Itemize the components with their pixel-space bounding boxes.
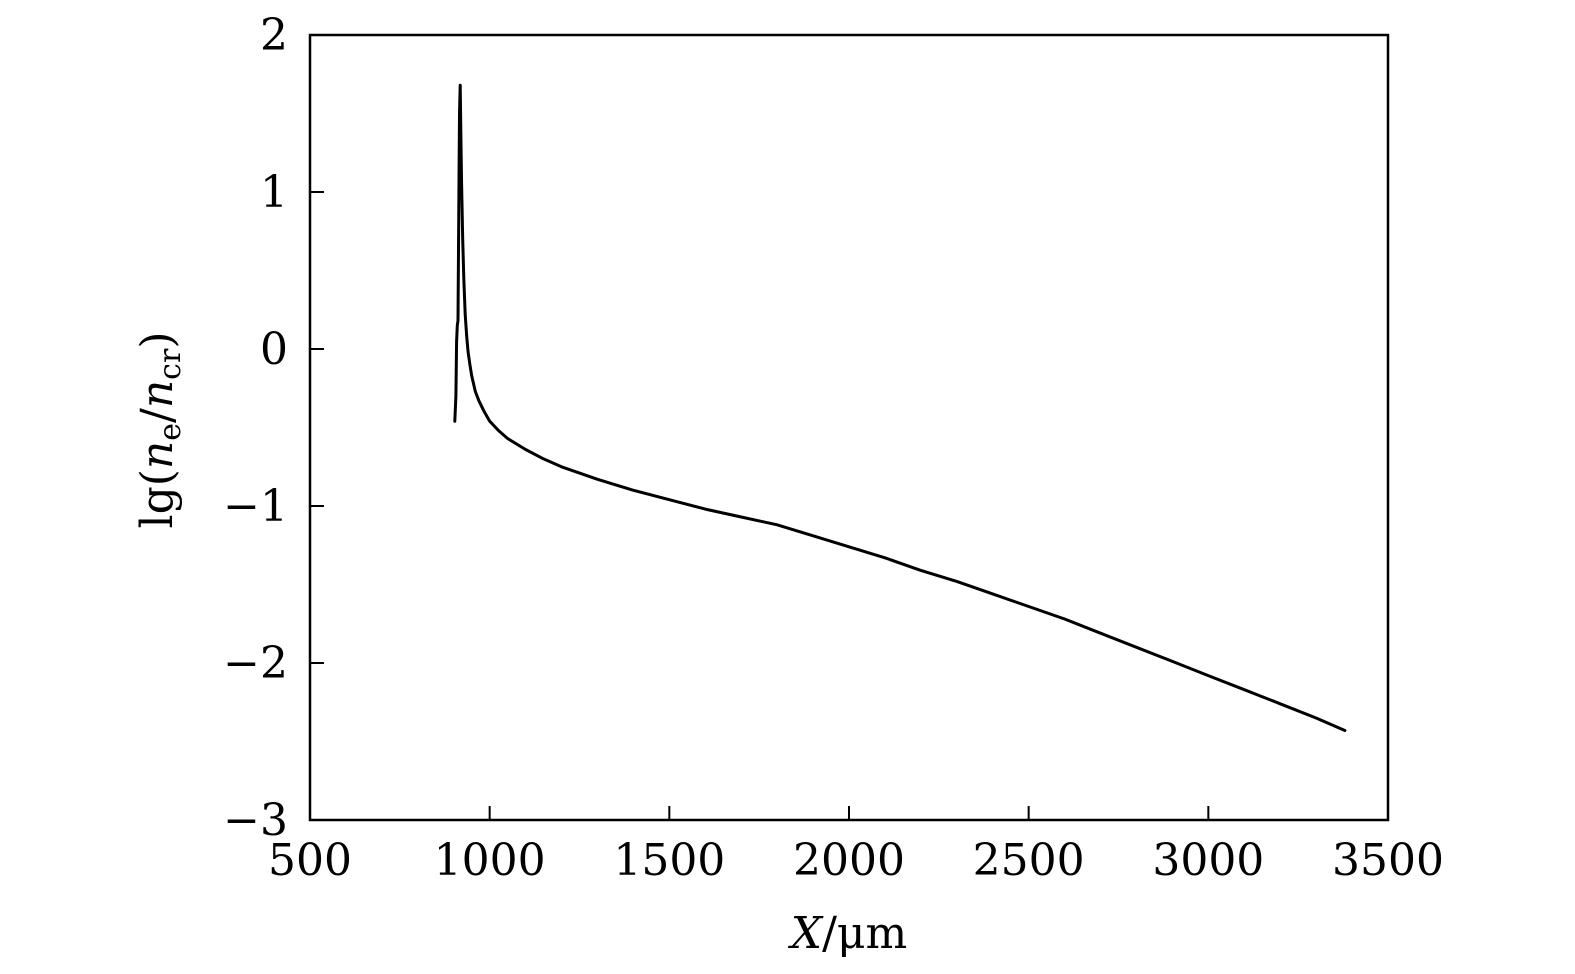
- x-axis-title: X/μm: [788, 908, 907, 959]
- series-line: [453, 83, 1347, 732]
- y-tick-label: 1: [260, 167, 288, 218]
- x-tick-label: 1000: [434, 835, 546, 886]
- y-tick-label: 2: [260, 10, 288, 61]
- x-axis: 500 1000 1500 2000 2500 3000 3500: [268, 806, 1444, 886]
- x-tick-label: 1500: [613, 835, 725, 886]
- y-tick-label: −3: [223, 795, 288, 846]
- y-tick-label: 0: [260, 324, 288, 375]
- x-tick-label: 500: [268, 835, 352, 886]
- plot-frame: [308, 33, 1390, 822]
- x-tick-label: 2500: [973, 835, 1085, 886]
- y-axis: 2 1 0 −1 −2 −3: [223, 10, 324, 846]
- y-tick-label: −1: [223, 481, 288, 532]
- y-tick-label: −2: [223, 638, 288, 689]
- x-tick-label: 3000: [1152, 835, 1264, 886]
- x-tick-label: 3500: [1332, 835, 1444, 886]
- y-axis-title: lg(ne/ncr): [132, 331, 188, 528]
- x-tick-label: 2000: [793, 835, 905, 886]
